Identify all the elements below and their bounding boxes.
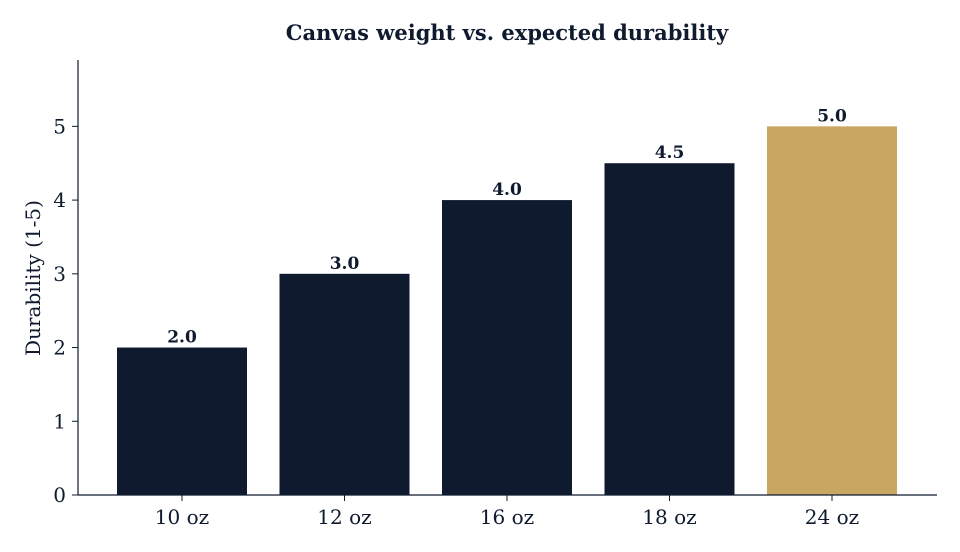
y-tick-label: 1 — [53, 409, 66, 433]
y-tick-label: 0 — [53, 483, 66, 507]
y-tick-label: 3 — [53, 262, 66, 286]
y-ticks-group: 0 1 2 3 4 5 — [53, 114, 78, 507]
data-labels-group: 2.0 3.0 4.0 4.5 5.0 — [167, 106, 847, 347]
x-tick-label: 16 oz — [480, 505, 534, 529]
x-tick-label: 12 oz — [317, 505, 371, 529]
y-axis-label: Durability (1-5) — [21, 200, 45, 356]
data-label: 3.0 — [330, 254, 360, 274]
bars-group — [117, 126, 897, 496]
y-tick-label: 2 — [53, 336, 66, 360]
bar-24-oz — [767, 126, 897, 496]
data-label: 4.5 — [655, 143, 685, 163]
bar-16-oz — [442, 200, 572, 495]
y-tick-label: 5 — [53, 114, 66, 138]
y-tick-label: 4 — [53, 188, 66, 212]
bar-12-oz — [279, 273, 410, 495]
x-tick-label: 24 oz — [805, 505, 859, 529]
chart-title: Canvas weight vs. expected durability — [286, 20, 729, 45]
x-tick-label: 18 oz — [642, 505, 696, 529]
data-label: 5.0 — [817, 106, 847, 126]
bar-10-oz — [117, 347, 247, 495]
bar-18-oz — [604, 163, 735, 495]
x-ticks-group: 10 oz 12 oz 16 oz 18 oz 24 oz — [155, 495, 859, 529]
data-label: 2.0 — [167, 328, 197, 348]
data-label: 4.0 — [492, 180, 522, 200]
x-tick-label: 10 oz — [155, 505, 209, 529]
